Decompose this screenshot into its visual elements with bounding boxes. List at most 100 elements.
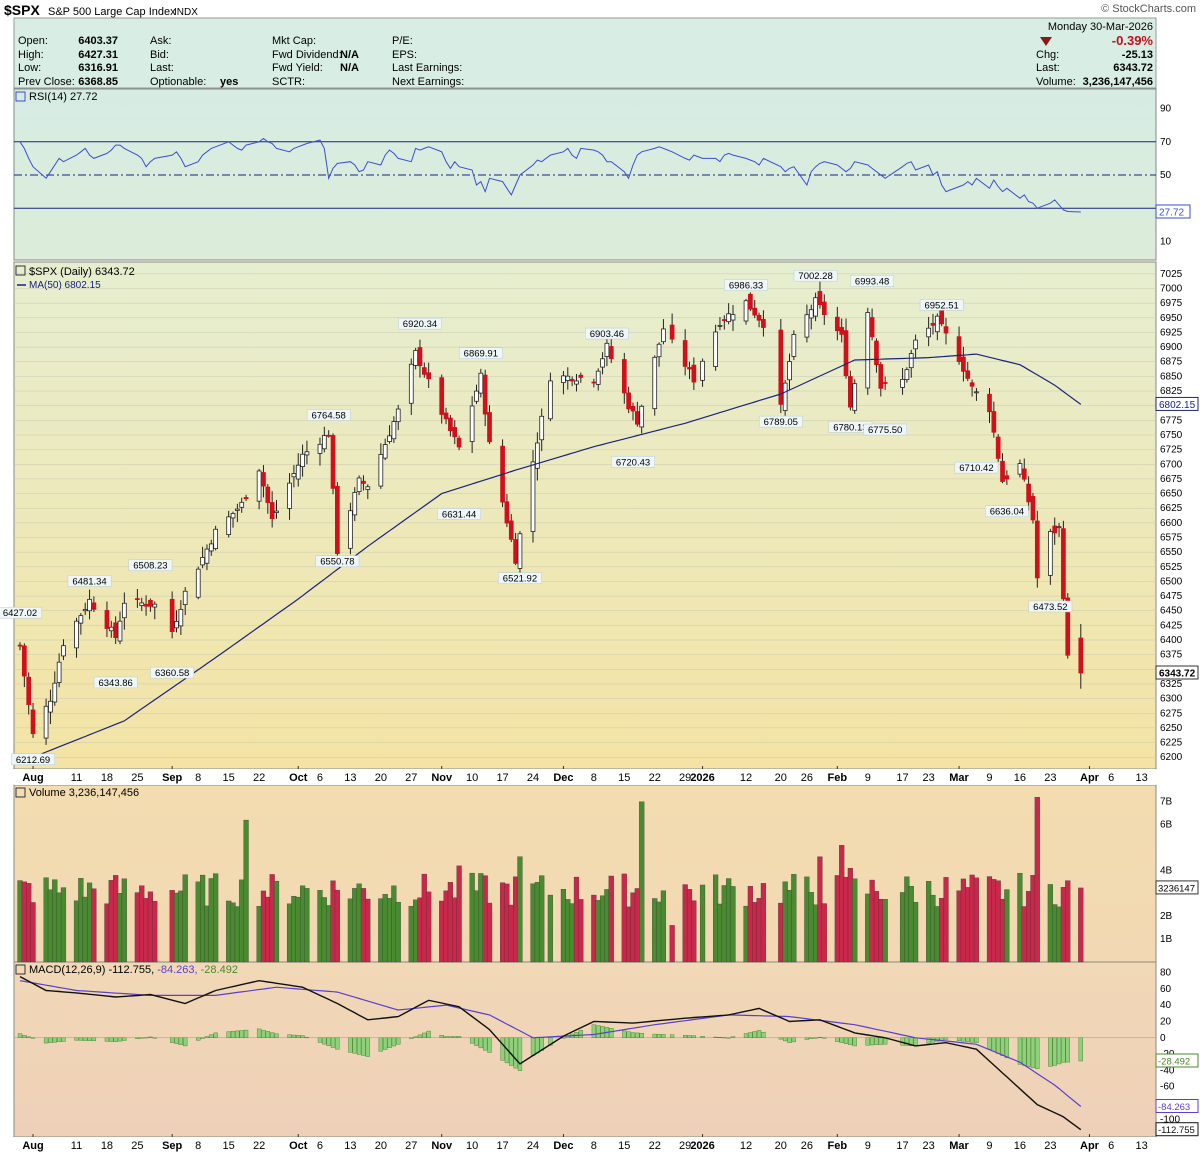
macd-histogram-bar bbox=[170, 1037, 175, 1043]
volume-bar bbox=[395, 902, 401, 963]
volume-bar bbox=[834, 875, 840, 963]
volume-bar bbox=[260, 890, 267, 963]
volume-bar bbox=[791, 874, 797, 963]
macd-histogram-bar bbox=[256, 1028, 262, 1038]
volume-bar bbox=[1047, 884, 1053, 963]
candle-body bbox=[117, 620, 123, 642]
candle-body bbox=[1000, 460, 1005, 482]
volume-bar bbox=[865, 893, 871, 963]
volume-bar bbox=[269, 874, 275, 963]
macd-histogram-bar bbox=[691, 1035, 697, 1038]
candle-body bbox=[604, 342, 610, 357]
volume-bar bbox=[73, 900, 80, 963]
x-tick-label: 23 bbox=[923, 1140, 935, 1152]
candle-body bbox=[287, 482, 292, 509]
macd-histogram-bar bbox=[26, 1036, 31, 1038]
x-tick-label: Nov bbox=[431, 1140, 453, 1152]
price-tick-label: 6275 bbox=[1160, 708, 1183, 719]
x-tick-label: 9 bbox=[986, 1140, 992, 1152]
volume-bar bbox=[908, 886, 914, 963]
candle-body bbox=[878, 364, 884, 389]
volume-bar bbox=[973, 877, 980, 963]
macd-legend-icon bbox=[15, 964, 26, 975]
macd-histogram-bar bbox=[626, 1031, 631, 1038]
price-annotation-bg bbox=[611, 456, 655, 468]
macd-histogram-bar bbox=[609, 1028, 614, 1038]
candle-body bbox=[600, 358, 605, 368]
x-tick-label: 6 bbox=[1108, 1140, 1114, 1152]
x-tick-label: 16 bbox=[1014, 772, 1026, 784]
volume-bar bbox=[326, 905, 332, 963]
price-annotation-bg bbox=[954, 461, 999, 474]
price-annotation: 6720.43 bbox=[616, 457, 650, 468]
symbol: $SPX bbox=[4, 2, 40, 18]
fwd-yield-label: Fwd Yield: bbox=[272, 62, 323, 74]
volume-bar bbox=[17, 880, 23, 963]
macd-value-label: -112.755 bbox=[1158, 1125, 1195, 1136]
candle-body bbox=[713, 331, 718, 367]
x-tick-label: 20 bbox=[375, 772, 387, 784]
price-tick-label: 6900 bbox=[1160, 342, 1183, 353]
macd-histogram-bar bbox=[904, 1037, 910, 1046]
volume-value-tag bbox=[1155, 880, 1199, 895]
candle-body bbox=[1034, 520, 1040, 579]
fwd-dividend-value: N/A bbox=[340, 49, 359, 61]
macd-histogram-bar bbox=[183, 1037, 188, 1047]
price-tick-label: 6475 bbox=[1160, 591, 1183, 602]
candle-body bbox=[913, 339, 918, 350]
candle-body bbox=[1078, 637, 1084, 674]
macd-histogram-bar bbox=[530, 1037, 536, 1056]
candle-body bbox=[1065, 597, 1071, 656]
high-label: High: bbox=[18, 49, 44, 61]
quote-header: Open: High: Low: Prev Close: 6403.37 642… bbox=[13, 17, 1157, 89]
candle-body bbox=[113, 622, 118, 639]
candle-body bbox=[482, 374, 488, 415]
price-tick-label: 6950 bbox=[1160, 313, 1183, 324]
price-tick-label: 6875 bbox=[1160, 357, 1183, 368]
candle-body bbox=[104, 610, 110, 629]
candle-body bbox=[530, 461, 536, 532]
volume-bar bbox=[365, 898, 371, 963]
candle-body bbox=[269, 502, 275, 520]
x-tick-label: 6 bbox=[1108, 772, 1114, 784]
macd-histogram-bar bbox=[143, 1037, 149, 1039]
price-tick-label: 6575 bbox=[1160, 533, 1183, 544]
volume-bar bbox=[626, 906, 632, 963]
x-tick-label: 23 bbox=[923, 772, 935, 784]
volume-bar bbox=[408, 905, 414, 963]
open-value: 6403.37 bbox=[78, 35, 118, 47]
volume-bar bbox=[504, 883, 510, 963]
x-tick-label: 17 bbox=[496, 772, 508, 784]
macd-histogram-bar bbox=[296, 1035, 301, 1038]
x-tick-label: 8 bbox=[195, 772, 201, 784]
x-tick-label: Oct bbox=[289, 772, 308, 784]
candle-body bbox=[778, 329, 784, 405]
volume-bar bbox=[204, 905, 210, 963]
volume-bar bbox=[726, 878, 732, 963]
macd-histogram-bar bbox=[878, 1037, 883, 1045]
x-tick-label: 15 bbox=[223, 1140, 235, 1152]
candle-body bbox=[291, 473, 297, 478]
macd-histogram-bar bbox=[326, 1037, 331, 1047]
volume-bar bbox=[713, 874, 719, 963]
candle-body bbox=[17, 644, 23, 647]
rsi-legend: RSI(14) 27.72 bbox=[29, 91, 97, 103]
volume-bar bbox=[352, 888, 358, 963]
macd-value-label: -84.263 bbox=[1158, 1102, 1190, 1113]
optionable-value: yes bbox=[220, 76, 238, 88]
macd-histogram-bar bbox=[804, 1037, 810, 1040]
candle-body bbox=[756, 314, 762, 321]
macd-histogram-bar bbox=[104, 1037, 110, 1042]
macd-tick-label: 0 bbox=[1160, 1033, 1166, 1044]
price-tick-label: 6375 bbox=[1160, 650, 1183, 661]
candle-body bbox=[1017, 463, 1023, 475]
macd-legend: MACD(12,26,9) -112.755, -84.263, -28.492 bbox=[29, 964, 238, 976]
candle-body bbox=[782, 382, 788, 411]
macd-panel bbox=[13, 961, 1157, 1138]
candle-body bbox=[226, 516, 232, 535]
volume-bar bbox=[760, 883, 767, 963]
volume-bar bbox=[691, 900, 697, 963]
x-tick-label: 24 bbox=[527, 1140, 539, 1152]
x-tick-label: Aug bbox=[22, 1140, 43, 1152]
x-tick-label: 23 bbox=[1044, 772, 1056, 784]
